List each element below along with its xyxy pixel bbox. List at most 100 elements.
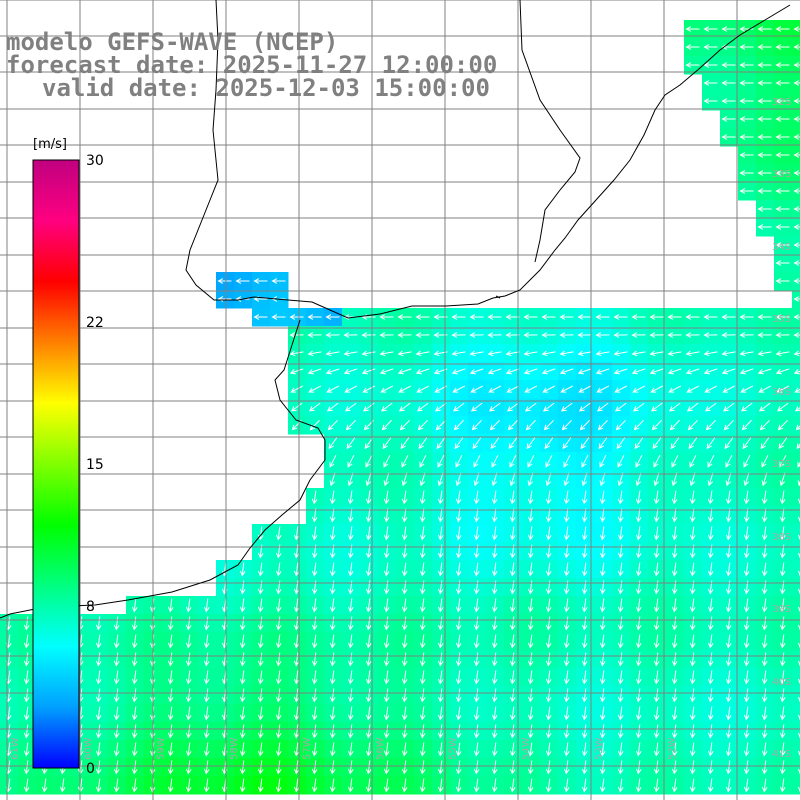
wind-arrow — [401, 634, 408, 649]
wind-arrow — [725, 688, 732, 703]
wind-arrow — [488, 385, 502, 393]
wind-arrow — [311, 742, 318, 757]
wind-arrow — [689, 526, 696, 541]
wind-arrow — [577, 350, 592, 357]
wind-arrow — [473, 490, 480, 505]
wind-arrow — [797, 642, 800, 649]
wind-arrow — [775, 26, 790, 32]
wind-arrow — [796, 443, 800, 450]
wind-arrow — [275, 724, 282, 739]
wind-arrow — [614, 402, 627, 412]
wind-arrow — [545, 742, 552, 757]
wind-arrow — [203, 652, 210, 667]
wind-arrow — [689, 688, 696, 703]
wind-arrow — [347, 724, 354, 739]
wind-arrow — [436, 437, 446, 450]
wind-arrow — [95, 760, 102, 775]
wind-arrow — [793, 134, 800, 140]
wind-arrow — [743, 454, 751, 468]
wind-arrow — [401, 454, 409, 468]
wind-arrow — [541, 332, 556, 338]
wind-arrow — [401, 742, 408, 757]
wind-arrow — [563, 454, 571, 468]
wind-arrow — [203, 724, 210, 739]
wind-arrow — [505, 368, 520, 375]
wind-arrow — [347, 670, 354, 685]
wind-arrow — [347, 760, 354, 775]
wind-arrow — [631, 350, 646, 357]
wind-arrow — [469, 350, 484, 357]
wind-arrow — [509, 454, 517, 468]
wind-arrow — [329, 616, 336, 631]
wind-arrow — [397, 314, 412, 320]
wind-arrow — [383, 742, 390, 757]
wind-arrow — [597, 420, 608, 431]
wind-arrow — [761, 760, 768, 775]
wind-cell — [792, 434, 800, 453]
wind-arrow — [581, 724, 588, 739]
wind-arrow — [455, 472, 462, 487]
wind-arrow — [563, 490, 570, 505]
wind-arrow — [667, 314, 682, 320]
wind-arrow — [472, 437, 482, 450]
wind-arrow — [347, 742, 354, 757]
wind-arrow — [743, 742, 750, 757]
wind-arrow — [703, 44, 718, 50]
wind-arrow — [671, 454, 679, 468]
wind-arrow — [271, 278, 286, 284]
wind-arrow — [613, 350, 628, 357]
wind-arrow — [797, 588, 800, 595]
wind-arrow — [581, 490, 588, 505]
wind-arrow — [509, 724, 516, 739]
wind-arrow — [95, 652, 102, 667]
wind-arrow — [491, 616, 498, 631]
wind-arrow — [383, 598, 390, 613]
latitude-label: 35S — [772, 314, 791, 325]
wind-arrow — [633, 420, 644, 431]
wind-arrow — [689, 760, 696, 775]
wind-arrow — [635, 490, 642, 505]
wind-arrow — [725, 778, 732, 793]
wind-arrow — [345, 420, 356, 431]
wind-arrow — [361, 350, 376, 357]
wind-arrow — [743, 652, 750, 667]
wind-arrow — [293, 634, 300, 649]
wind-arrow — [779, 760, 786, 775]
wind-arrow — [419, 508, 426, 523]
wind-arrow — [203, 670, 210, 685]
wind-arrow — [527, 562, 534, 577]
wind-arrow — [581, 760, 588, 775]
wind-arrow — [527, 634, 534, 649]
wind-arrow — [578, 402, 591, 412]
wind-arrow — [653, 652, 660, 667]
wind-arrow — [563, 742, 570, 757]
wind-arrow — [563, 472, 570, 487]
wind-arrow — [757, 368, 772, 375]
wind-arrow — [740, 385, 754, 393]
wind-arrow — [545, 760, 552, 775]
wind-arrow — [307, 350, 322, 357]
wind-cell — [792, 452, 800, 471]
wind-arrow — [455, 688, 462, 703]
wind-arrow — [544, 437, 554, 450]
wind-arrow — [779, 616, 786, 631]
wind-arrow — [721, 26, 736, 32]
wind-arrow — [689, 652, 696, 667]
wind-arrow — [400, 437, 410, 450]
wind-arrow — [257, 598, 264, 613]
wind-arrow — [419, 760, 426, 775]
wind-arrow — [185, 760, 192, 775]
wind-arrow — [689, 454, 697, 468]
wind-arrow — [617, 562, 624, 577]
wind-arrow — [524, 385, 538, 393]
wind-arrow — [757, 224, 772, 230]
wind-arrow — [707, 616, 714, 631]
wind-arrow — [779, 742, 786, 757]
wind-arrow — [527, 706, 534, 721]
wind-arrow — [397, 368, 412, 375]
wind-arrow — [419, 562, 426, 577]
wind-arrow — [617, 508, 624, 523]
wind-arrow — [527, 526, 534, 541]
wind-arrow — [293, 778, 300, 793]
wind-arrow — [311, 526, 318, 541]
